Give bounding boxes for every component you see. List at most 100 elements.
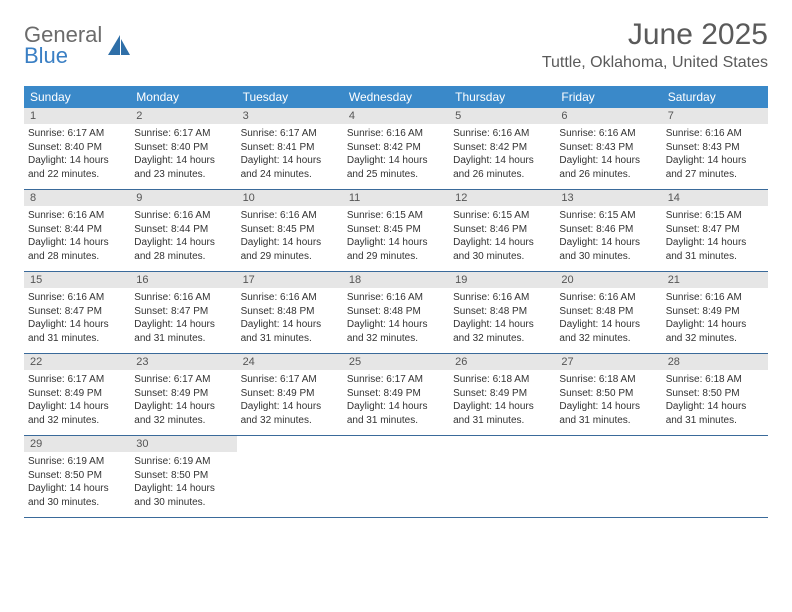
day-line: and 26 minutes. — [453, 168, 551, 182]
day-line: Sunset: 8:48 PM — [241, 305, 339, 319]
day-body: Sunrise: 6:17 AMSunset: 8:40 PMDaylight:… — [130, 124, 236, 189]
logo-blue: Blue — [24, 45, 102, 67]
day-line: Daylight: 14 hours — [559, 318, 657, 332]
day-line: Sunset: 8:49 PM — [241, 387, 339, 401]
day-body: Sunrise: 6:16 AMSunset: 8:48 PMDaylight:… — [555, 288, 661, 353]
day-line: and 30 minutes. — [453, 250, 551, 264]
day-line: Sunrise: 6:16 AM — [28, 209, 126, 223]
day-cell: 4Sunrise: 6:16 AMSunset: 8:42 PMDaylight… — [343, 108, 449, 189]
week-row: 1Sunrise: 6:17 AMSunset: 8:40 PMDaylight… — [24, 108, 768, 190]
location: Tuttle, Oklahoma, United States — [542, 54, 768, 72]
day-body: Sunrise: 6:15 AMSunset: 8:46 PMDaylight:… — [555, 206, 661, 271]
day-line: and 32 minutes. — [241, 414, 339, 428]
day-line: and 31 minutes. — [453, 414, 551, 428]
sail-icon — [106, 33, 132, 59]
day-cell — [662, 436, 768, 517]
day-body: Sunrise: 6:16 AMSunset: 8:48 PMDaylight:… — [343, 288, 449, 353]
day-line: and 29 minutes. — [347, 250, 445, 264]
dow-cell: Wednesday — [343, 86, 449, 108]
day-line: and 26 minutes. — [559, 168, 657, 182]
day-cell: 6Sunrise: 6:16 AMSunset: 8:43 PMDaylight… — [555, 108, 661, 189]
day-line: Daylight: 14 hours — [28, 482, 126, 496]
day-line: and 32 minutes. — [347, 332, 445, 346]
day-line: Sunset: 8:50 PM — [559, 387, 657, 401]
day-cell: 25Sunrise: 6:17 AMSunset: 8:49 PMDayligh… — [343, 354, 449, 435]
day-line: Sunrise: 6:19 AM — [134, 455, 232, 469]
day-cell: 13Sunrise: 6:15 AMSunset: 8:46 PMDayligh… — [555, 190, 661, 271]
day-line: Sunrise: 6:15 AM — [347, 209, 445, 223]
day-line: and 30 minutes. — [28, 496, 126, 510]
day-cell: 11Sunrise: 6:15 AMSunset: 8:45 PMDayligh… — [343, 190, 449, 271]
week-row: 15Sunrise: 6:16 AMSunset: 8:47 PMDayligh… — [24, 272, 768, 354]
day-number: 16 — [130, 272, 236, 288]
day-line: Sunset: 8:43 PM — [666, 141, 764, 155]
day-body: Sunrise: 6:16 AMSunset: 8:47 PMDaylight:… — [130, 288, 236, 353]
day-line: Daylight: 14 hours — [453, 236, 551, 250]
day-number: 1 — [24, 108, 130, 124]
logo: General Blue — [24, 24, 132, 67]
day-line: Sunrise: 6:18 AM — [666, 373, 764, 387]
day-line: Sunrise: 6:16 AM — [241, 291, 339, 305]
day-line: Daylight: 14 hours — [134, 400, 232, 414]
dow-cell: Saturday — [662, 86, 768, 108]
day-line: Sunset: 8:50 PM — [666, 387, 764, 401]
day-line: Daylight: 14 hours — [453, 154, 551, 168]
day-body: Sunrise: 6:16 AMSunset: 8:47 PMDaylight:… — [24, 288, 130, 353]
day-cell: 29Sunrise: 6:19 AMSunset: 8:50 PMDayligh… — [24, 436, 130, 517]
day-number: 11 — [343, 190, 449, 206]
day-line: and 32 minutes. — [559, 332, 657, 346]
day-cell: 1Sunrise: 6:17 AMSunset: 8:40 PMDaylight… — [24, 108, 130, 189]
day-line: Sunset: 8:49 PM — [134, 387, 232, 401]
dow-cell: Friday — [555, 86, 661, 108]
day-line: Daylight: 14 hours — [559, 236, 657, 250]
day-line: Daylight: 14 hours — [28, 400, 126, 414]
day-line: Sunrise: 6:17 AM — [347, 373, 445, 387]
day-line: Sunrise: 6:16 AM — [347, 291, 445, 305]
day-number: 8 — [24, 190, 130, 206]
day-line: Sunrise: 6:16 AM — [453, 291, 551, 305]
header: General Blue June 2025 Tuttle, Oklahoma,… — [24, 18, 768, 72]
day-line: and 31 minutes. — [28, 332, 126, 346]
day-line: Daylight: 14 hours — [134, 236, 232, 250]
day-cell — [449, 436, 555, 517]
day-number: 30 — [130, 436, 236, 452]
month-title: June 2025 — [542, 18, 768, 52]
day-number — [662, 436, 768, 440]
day-number: 13 — [555, 190, 661, 206]
day-line: Sunset: 8:50 PM — [28, 469, 126, 483]
day-line: Sunrise: 6:15 AM — [559, 209, 657, 223]
day-cell — [237, 436, 343, 517]
day-line: Daylight: 14 hours — [559, 154, 657, 168]
day-cell: 27Sunrise: 6:18 AMSunset: 8:50 PMDayligh… — [555, 354, 661, 435]
day-line: Daylight: 14 hours — [666, 236, 764, 250]
day-line: and 31 minutes. — [559, 414, 657, 428]
day-body: Sunrise: 6:16 AMSunset: 8:48 PMDaylight:… — [449, 288, 555, 353]
day-number: 9 — [130, 190, 236, 206]
day-line: and 29 minutes. — [241, 250, 339, 264]
day-line: and 28 minutes. — [28, 250, 126, 264]
day-number: 15 — [24, 272, 130, 288]
day-line: Daylight: 14 hours — [666, 318, 764, 332]
day-line: and 30 minutes. — [134, 496, 232, 510]
day-number: 17 — [237, 272, 343, 288]
day-line: Sunrise: 6:19 AM — [28, 455, 126, 469]
day-cell: 30Sunrise: 6:19 AMSunset: 8:50 PMDayligh… — [130, 436, 236, 517]
day-body: Sunrise: 6:16 AMSunset: 8:44 PMDaylight:… — [130, 206, 236, 271]
day-line: Sunrise: 6:17 AM — [241, 127, 339, 141]
day-line: and 31 minutes. — [347, 414, 445, 428]
day-line: Sunrise: 6:17 AM — [28, 373, 126, 387]
day-line: Sunset: 8:46 PM — [453, 223, 551, 237]
day-line: Sunset: 8:46 PM — [559, 223, 657, 237]
dow-cell: Monday — [130, 86, 236, 108]
day-line: Sunrise: 6:15 AM — [666, 209, 764, 223]
day-line: Sunrise: 6:16 AM — [134, 291, 232, 305]
day-line: Sunset: 8:44 PM — [28, 223, 126, 237]
day-body: Sunrise: 6:16 AMSunset: 8:43 PMDaylight:… — [662, 124, 768, 189]
day-line: Sunrise: 6:16 AM — [347, 127, 445, 141]
day-number: 22 — [24, 354, 130, 370]
day-line: Sunset: 8:47 PM — [134, 305, 232, 319]
day-body: Sunrise: 6:16 AMSunset: 8:42 PMDaylight:… — [343, 124, 449, 189]
day-number — [343, 436, 449, 440]
day-cell: 28Sunrise: 6:18 AMSunset: 8:50 PMDayligh… — [662, 354, 768, 435]
day-body: Sunrise: 6:17 AMSunset: 8:49 PMDaylight:… — [237, 370, 343, 435]
